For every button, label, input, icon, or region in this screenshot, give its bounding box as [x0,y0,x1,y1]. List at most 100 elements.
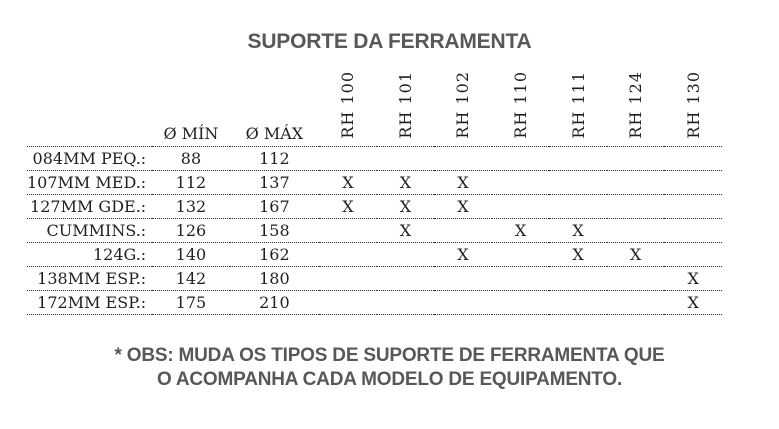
min-value: 126 [175,221,207,240]
max-value: 137 [259,173,290,192]
rh-mark [434,267,492,291]
row-label: 107MM MED.: [27,173,147,192]
rh-mark [434,291,492,315]
table-row: 138MM ESP.: 142 180 X [27,267,722,291]
rh-mark [377,147,435,171]
min-value: 112 [175,173,207,192]
rh-mark [492,147,550,171]
rh-mark [492,267,550,291]
header-row: Ø MÍN Ø MÁX RH 100 RH 101 RH 102 RH 110 RH 1… [27,56,722,147]
min-value: 175 [175,293,207,312]
table-row: 127MM GDE.: 132 167 X X X [27,195,722,219]
rh-mark [607,291,665,315]
rh-mark [607,147,665,171]
row-label: 084MM PEQ.: [32,149,147,168]
footer-note: * OBS: MUDA OS TIPOS DE SUPORTE DE FERRA… [0,344,779,392]
table-row: 107MM MED.: 112 137 X X X [27,171,722,195]
table-body: 084MM PEQ.: 88 112 107MM MED.: 112 137 X X X 127M… [27,147,722,315]
footer-line-2: O ACOMPANHA CADA MODELO DE EQUIPAMENTO. [156,369,623,390]
rh-mark: X [342,173,354,192]
col-header-min: Ø MÍN [163,124,219,143]
rh-header-label: RH 124 [626,71,646,139]
table-row: CUMMINS.: 126 158 X X X [27,219,722,243]
row-label: 124G.: [92,245,147,264]
row-label: 172MM ESP.: [37,293,147,312]
rh-mark: X [687,269,699,288]
col-header-rh-6: RH 124 [607,56,665,147]
table-row: 172MM ESP.: 175 210 X [27,291,722,315]
rh-mark [377,243,435,267]
rh-mark: X [399,221,412,240]
rh-mark [319,267,377,291]
rh-header-label: RH 101 [395,71,415,139]
col-header-empty [27,56,152,147]
rh-mark [664,171,722,195]
rh-header-label: RH 111 [568,71,588,139]
rh-header-label: RH 102 [453,71,473,139]
rh-mark: X [457,173,469,192]
col-header-max: Ø MÁX [245,124,304,143]
rh-mark: X [399,197,412,216]
row-label: CUMMINS.: [46,221,147,240]
table-row: 124G.: 140 162 X X X [27,243,722,267]
max-value: 210 [259,293,290,312]
rh-mark [434,147,492,171]
rh-mark [607,171,665,195]
rh-mark [377,267,435,291]
rh-mark [492,243,550,267]
min-value: 140 [175,245,207,264]
rh-mark [549,195,607,219]
col-header-rh-1: RH 100 [319,56,377,147]
rh-mark [492,195,550,219]
row-label: 127MM GDE.: [30,197,147,216]
rh-mark [319,147,377,171]
rh-mark [664,219,722,243]
rh-mark [664,243,722,267]
rh-mark [549,267,607,291]
rh-header-label: RH 110 [511,71,531,139]
rh-mark: X [342,197,354,216]
rh-mark: X [687,293,699,312]
rh-mark [434,219,492,243]
col-header-rh-4: RH 110 [492,56,550,147]
rh-mark [492,291,550,315]
suporte-table: Ø MÍN Ø MÁX RH 100 RH 101 RH 102 RH 110 RH 1… [27,56,722,315]
col-header-rh-2: RH 101 [377,56,435,147]
row-label: 138MM ESP.: [37,269,147,288]
rh-mark: X [514,221,527,240]
table-row: 084MM PEQ.: 88 112 [27,147,722,171]
col-header-rh-7: RH 130 [664,56,722,147]
rh-mark [607,219,665,243]
rh-mark: X [572,245,584,264]
max-value: 158 [259,221,290,240]
max-value: 180 [259,269,290,288]
rh-header-label: RH 130 [683,71,703,139]
rh-header-label: RH 100 [338,71,358,139]
rh-mark: X [457,197,469,216]
min-value: 88 [180,149,202,168]
rh-mark [664,147,722,171]
min-value: 142 [175,269,207,288]
max-value: 112 [259,149,290,168]
rh-mark [319,243,377,267]
rh-mark: X [572,221,584,240]
rh-mark: X [629,245,642,264]
rh-mark [549,291,607,315]
rh-mark [492,171,550,195]
rh-mark [377,291,435,315]
rh-mark [664,195,722,219]
page-title: SUPORTE DA FERRAMENTA [247,30,532,53]
rh-mark: X [457,245,469,264]
rh-mark [549,147,607,171]
rh-mark [319,219,377,243]
table-header: Ø MÍN Ø MÁX RH 100 RH 101 RH 102 RH 110 RH 1… [27,56,722,147]
rh-mark: X [399,173,412,192]
footer-line-1: * OBS: MUDA OS TIPOS DE SUPORTE DE FERRA… [114,345,665,366]
rh-mark [319,291,377,315]
col-header-rh-5: RH 111 [549,56,607,147]
min-value: 132 [175,197,207,216]
rh-mark [607,195,665,219]
rh-mark [607,267,665,291]
max-value: 162 [259,245,290,264]
